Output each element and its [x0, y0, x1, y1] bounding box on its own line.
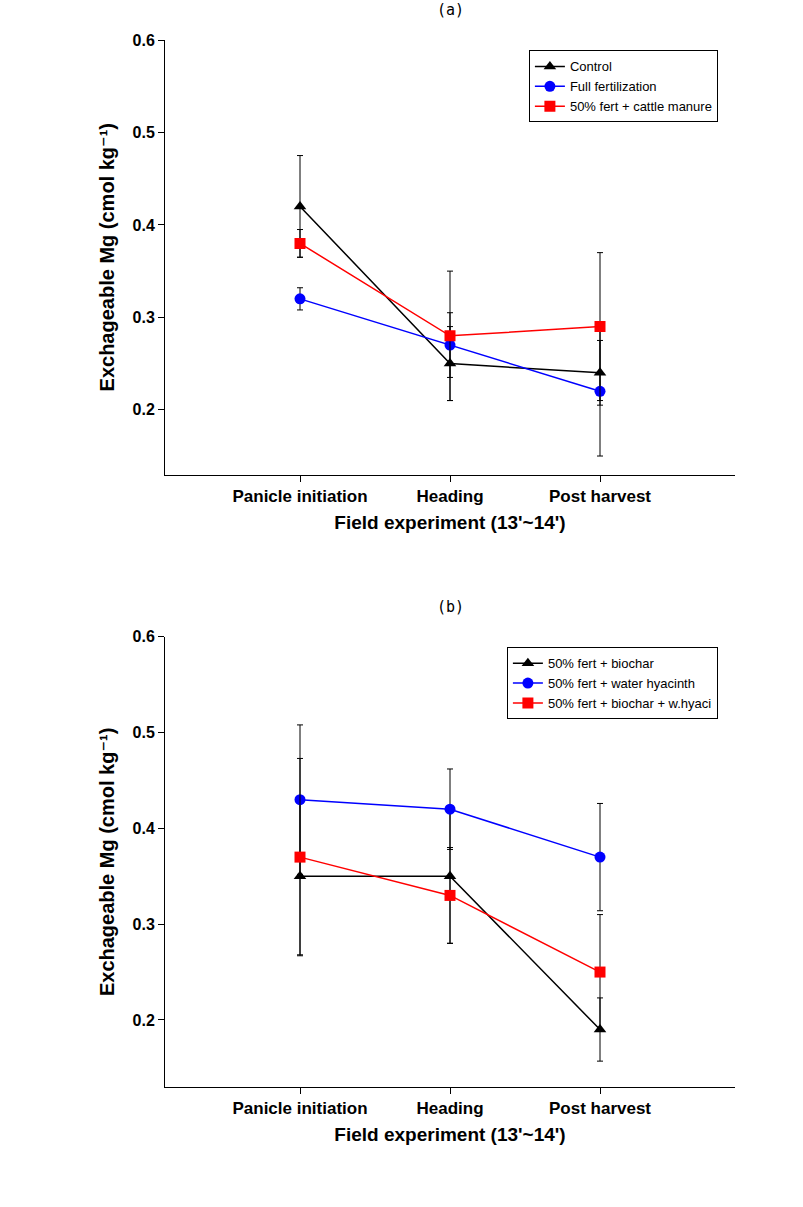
svg-text:50% fert + cattle manure: 50% fert + cattle manure [570, 99, 712, 114]
svg-text:Exchageable Mg (cmol kg⁻¹): Exchageable Mg (cmol kg⁻¹) [96, 728, 118, 996]
svg-text:0.6: 0.6 [133, 32, 155, 49]
svg-text:0.4: 0.4 [133, 217, 155, 234]
svg-text:0.2: 0.2 [133, 401, 155, 418]
svg-text:0.3: 0.3 [133, 916, 155, 933]
svg-text:Field experiment (13'~14'): Field experiment (13'~14') [334, 512, 565, 533]
svg-text:(b): (b) [437, 598, 464, 616]
svg-text:Post harvest: Post harvest [549, 1099, 651, 1118]
svg-text:(a): (a) [437, 1, 464, 19]
svg-text:50% fert + biochar + w.hyaci: 50% fert + biochar + w.hyaci [548, 696, 711, 711]
svg-text:0.5: 0.5 [133, 724, 155, 741]
svg-text:0.2: 0.2 [133, 1012, 155, 1029]
svg-text:0.5: 0.5 [133, 124, 155, 141]
svg-text:Exchageable Mg (cmol kg⁻¹): Exchageable Mg (cmol kg⁻¹) [96, 123, 118, 391]
svg-text:0.3: 0.3 [133, 309, 155, 326]
svg-text:50% fert + biochar: 50% fert + biochar [548, 656, 655, 671]
svg-text:Full fertilization: Full fertilization [570, 79, 657, 94]
svg-text:0.6: 0.6 [133, 628, 155, 645]
svg-text:Panicle initiation: Panicle initiation [232, 1099, 367, 1118]
svg-text:Heading: Heading [416, 1099, 483, 1118]
svg-text:Control: Control [570, 59, 612, 74]
svg-text:Heading: Heading [416, 487, 483, 506]
svg-text:0.4: 0.4 [133, 820, 155, 837]
svg-text:Field experiment (13'~14'): Field experiment (13'~14') [334, 1124, 565, 1145]
svg-text:50% fert + water hyacinth: 50% fert + water hyacinth [548, 676, 695, 691]
svg-text:Post harvest: Post harvest [549, 487, 651, 506]
svg-text:Panicle initiation: Panicle initiation [232, 487, 367, 506]
